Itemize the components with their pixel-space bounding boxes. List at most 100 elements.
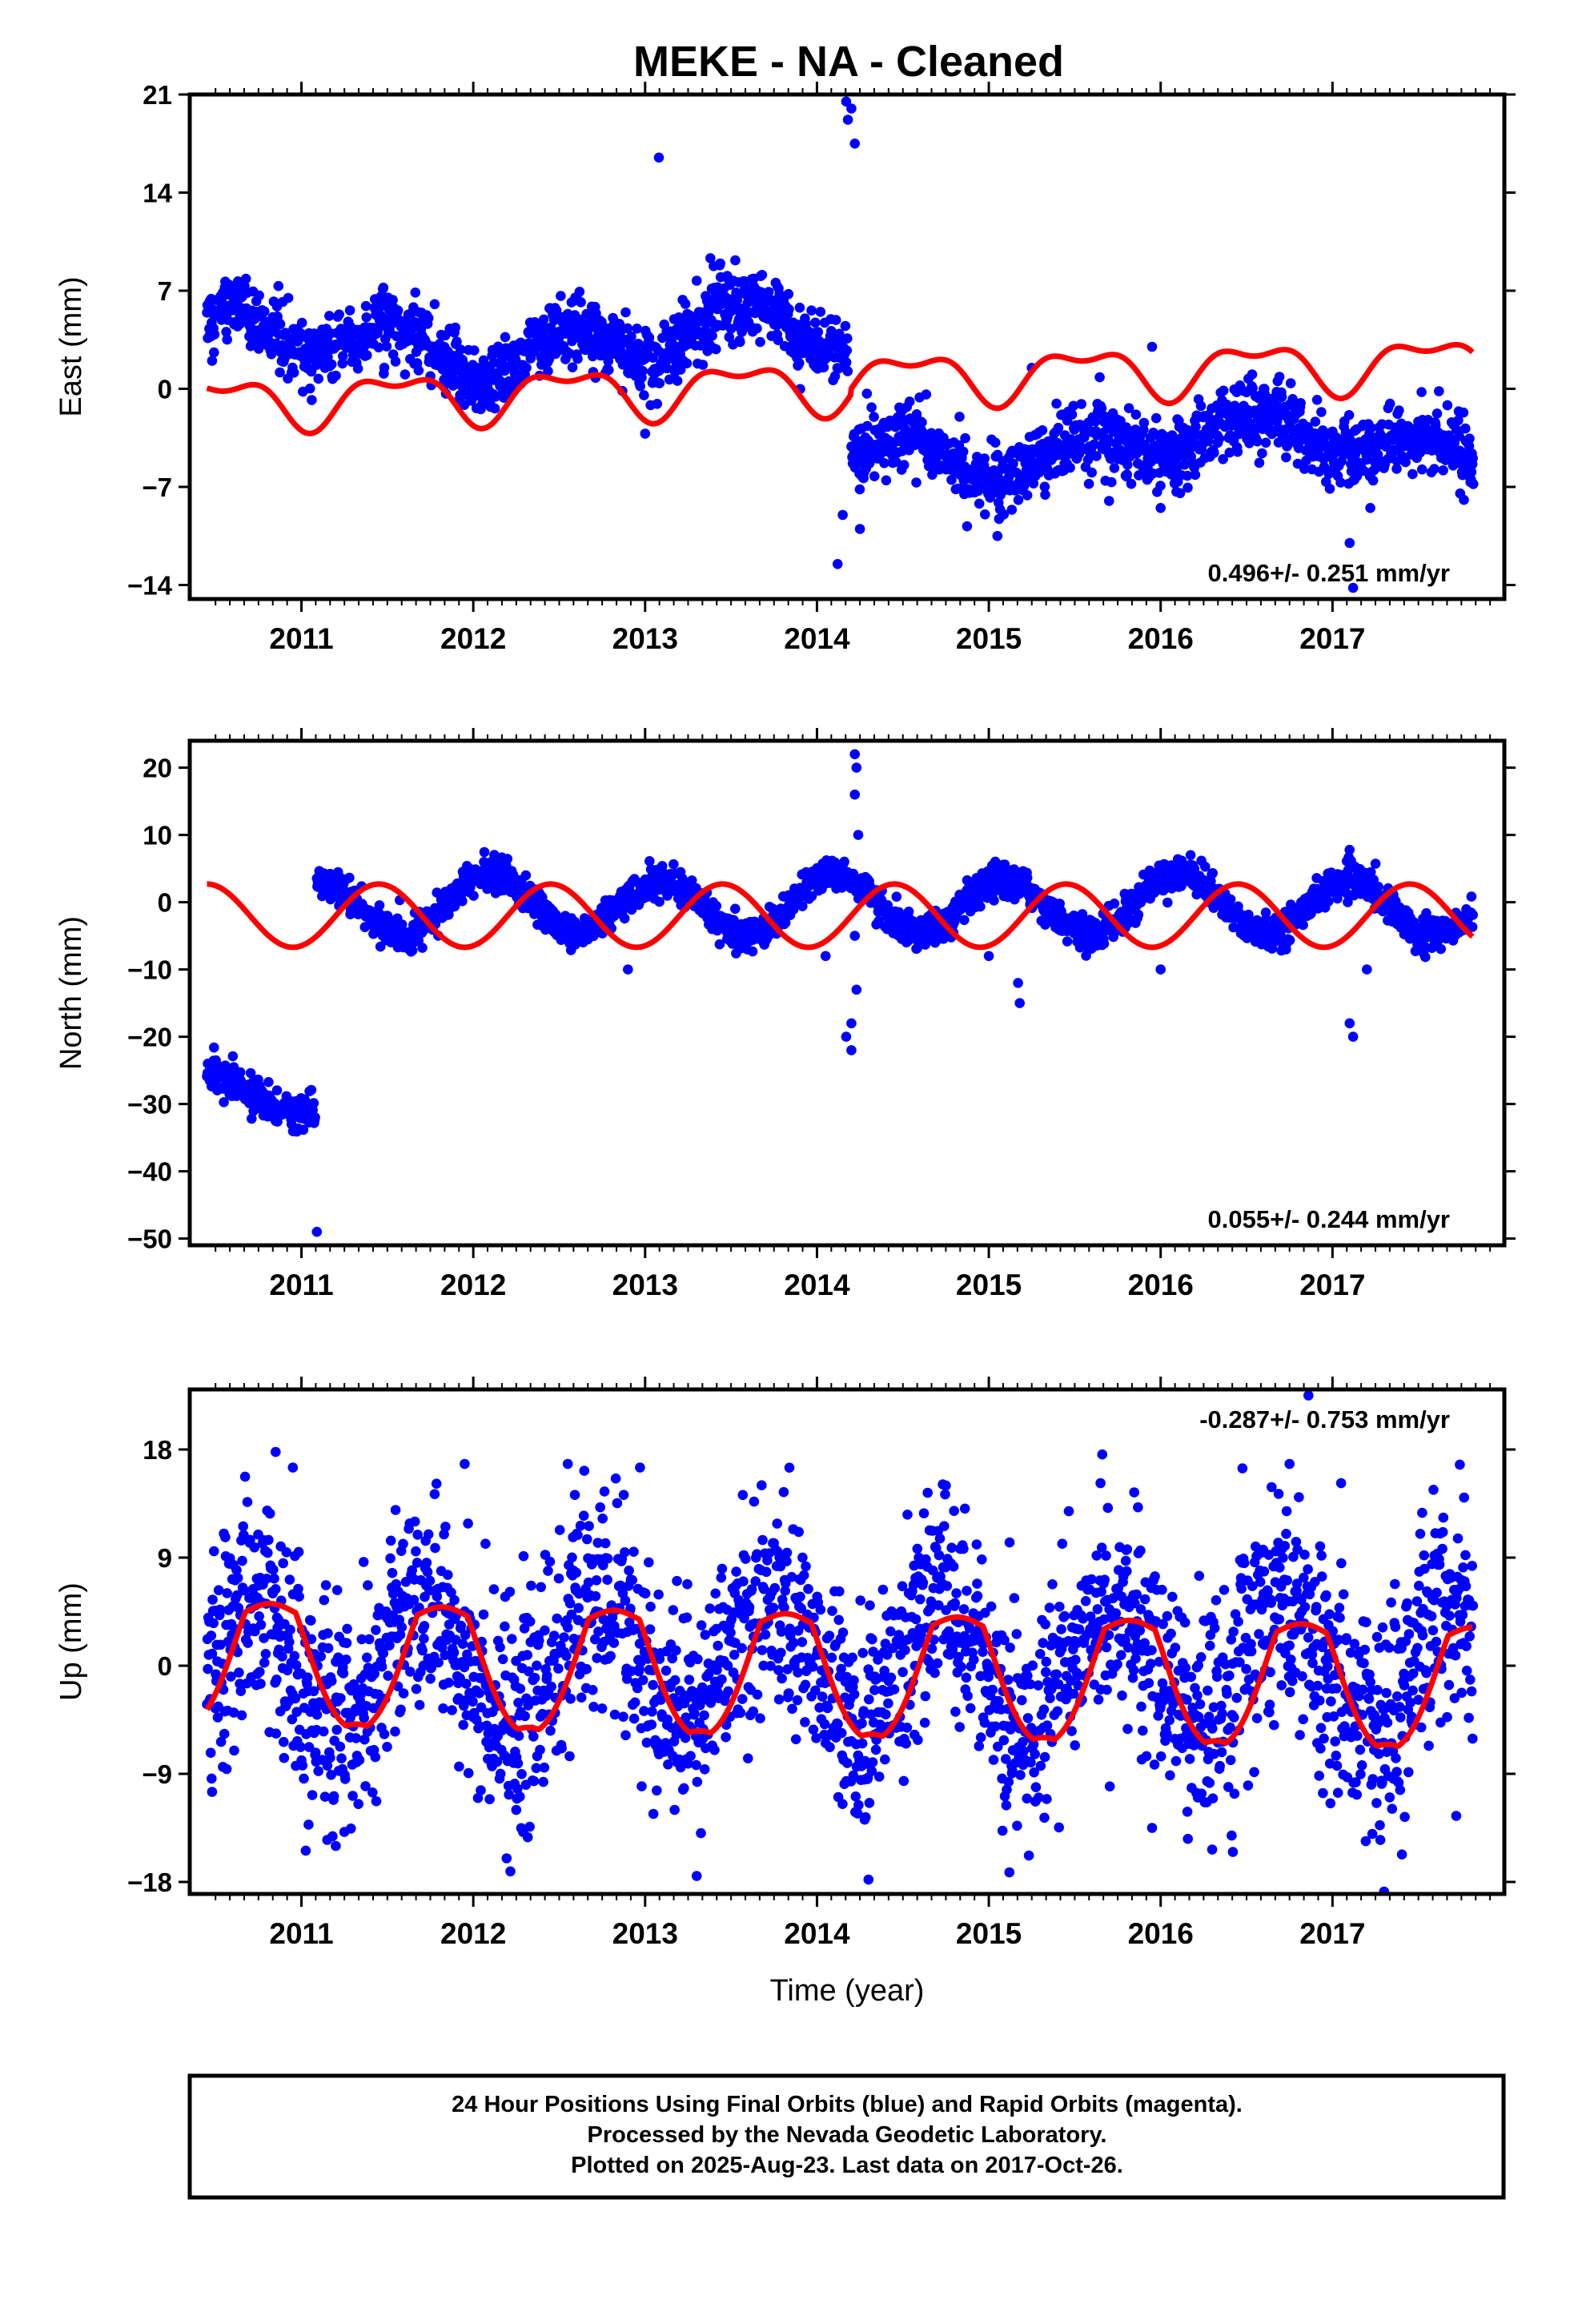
east-point <box>794 358 805 368</box>
north-outlier-point <box>1155 964 1166 975</box>
east-point <box>296 317 307 328</box>
east-point <box>840 320 851 332</box>
east-point <box>866 402 877 412</box>
east-point <box>1209 448 1219 458</box>
east-point <box>1468 453 1478 464</box>
east-point <box>1431 408 1443 419</box>
east-point <box>1394 405 1404 416</box>
east-point <box>221 327 231 337</box>
east-point <box>567 362 578 373</box>
east-point <box>1460 423 1471 434</box>
north-point <box>1420 951 1431 963</box>
north-point <box>1185 850 1196 861</box>
east-point <box>361 312 372 323</box>
east-point <box>815 307 826 317</box>
east-point <box>1252 436 1263 447</box>
north-outlier-point <box>983 951 994 962</box>
north-point <box>407 945 418 956</box>
east-point <box>469 345 480 356</box>
north-point <box>1225 894 1236 905</box>
north-point <box>219 1097 229 1108</box>
east-point <box>556 291 566 301</box>
north-outlier-point <box>853 830 864 840</box>
east-point <box>392 305 404 316</box>
north-point <box>417 943 428 953</box>
east-point <box>1218 454 1228 464</box>
east-point <box>633 339 644 349</box>
east-point <box>331 370 341 381</box>
east-rate-label: 0.496+/- 0.251 mm/yr <box>1208 559 1450 587</box>
east-outlier-point <box>307 395 317 405</box>
east-point <box>842 366 853 376</box>
east-point <box>1150 412 1162 424</box>
east-point <box>1103 436 1114 448</box>
north-point <box>730 903 741 915</box>
east-point <box>1232 446 1243 457</box>
north-outlier-point <box>849 931 860 941</box>
north-point <box>626 904 637 915</box>
north-point <box>1098 939 1110 949</box>
east-point <box>489 403 500 414</box>
east-point <box>1336 456 1347 467</box>
east-point <box>1281 452 1291 463</box>
east-point <box>344 305 355 316</box>
east-point <box>757 270 768 280</box>
east-point <box>387 295 398 305</box>
east-point <box>360 300 371 312</box>
east-point <box>381 341 392 352</box>
east-point <box>1247 369 1258 380</box>
east-point <box>904 396 915 407</box>
east-point <box>681 358 693 369</box>
north-point <box>263 1076 274 1088</box>
east-point <box>1429 464 1439 474</box>
north-point <box>711 901 722 911</box>
north-point <box>1370 858 1381 869</box>
north-point <box>806 891 817 902</box>
east-point <box>1182 482 1193 493</box>
north-point <box>1162 897 1173 908</box>
east-point <box>209 329 220 340</box>
east-point <box>974 498 985 509</box>
north-plot-area <box>202 749 1478 1237</box>
north-point <box>271 1085 283 1096</box>
north-point <box>520 870 532 881</box>
east-point <box>1466 467 1477 477</box>
east-point <box>1372 449 1383 460</box>
east-point <box>841 357 852 368</box>
east-point <box>979 453 990 464</box>
north-point <box>686 875 697 886</box>
east-point <box>373 342 384 353</box>
east-point <box>881 475 892 486</box>
north-outlier-point <box>1014 998 1025 1008</box>
north-point <box>714 939 725 950</box>
east-point <box>491 391 501 402</box>
east-point <box>946 474 957 485</box>
east-point <box>240 273 251 284</box>
north-point <box>1109 899 1120 909</box>
east-point <box>672 376 683 386</box>
east-point <box>488 357 500 368</box>
east-point <box>372 327 383 337</box>
east-point <box>273 280 284 292</box>
east-point <box>410 287 421 298</box>
east-point <box>1126 478 1137 489</box>
east-point <box>622 323 633 334</box>
east-point <box>1464 433 1475 444</box>
east-point <box>1138 417 1150 428</box>
east-outlier-point <box>207 356 218 366</box>
east-point <box>543 366 553 376</box>
east-point <box>1106 476 1117 488</box>
north-point <box>780 917 791 928</box>
east-point <box>1459 494 1469 505</box>
east-point <box>1191 421 1201 432</box>
east-point <box>1285 378 1296 388</box>
east-point <box>1034 467 1045 478</box>
east-point <box>711 344 721 355</box>
east-point <box>794 302 805 313</box>
north-point <box>344 872 355 883</box>
east-point <box>604 364 614 376</box>
east-point <box>1218 385 1229 396</box>
north-point <box>1343 897 1353 907</box>
east-point <box>960 432 970 444</box>
